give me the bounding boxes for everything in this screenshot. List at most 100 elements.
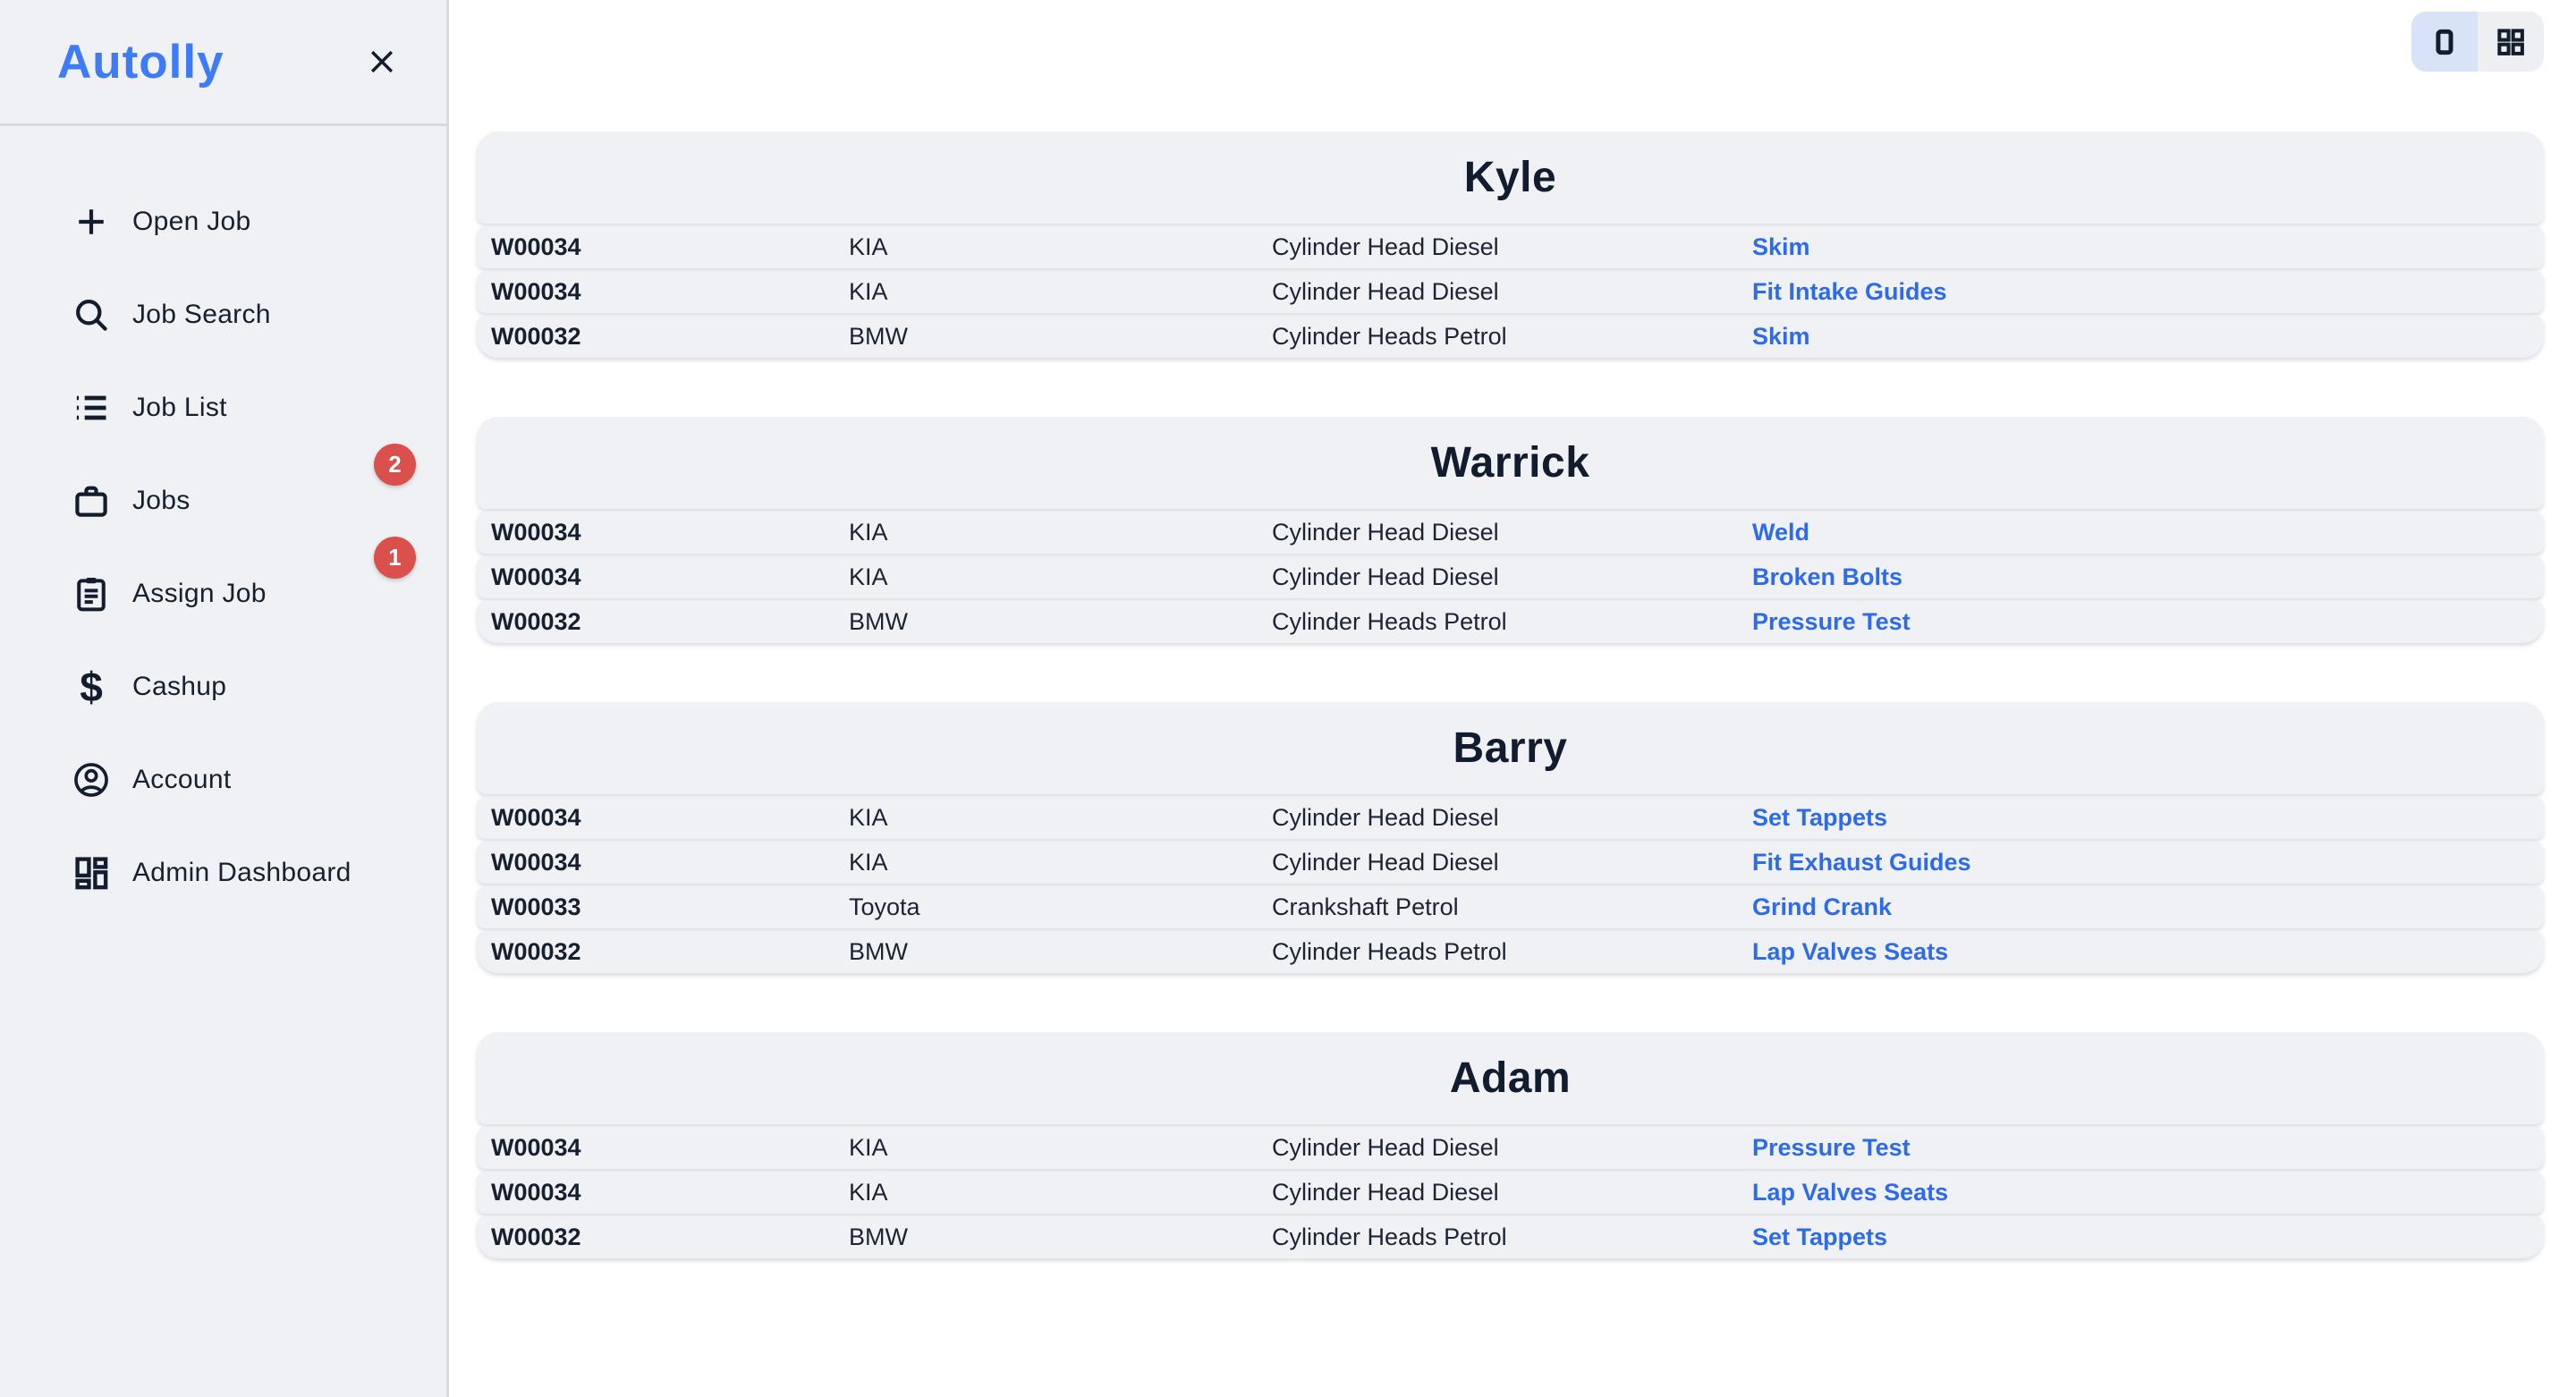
groups: Kyle W00034 KIA Cylinder Head Diesel Ski… bbox=[477, 131, 2544, 1258]
part-cell: Cylinder Head Diesel bbox=[1272, 563, 1499, 590]
job-number-cell: W00034 bbox=[491, 278, 581, 305]
make-cell: BMW bbox=[849, 323, 908, 350]
job-number-cell: W00034 bbox=[491, 1134, 581, 1161]
part-cell: Cylinder Head Diesel bbox=[1272, 849, 1499, 876]
task-link[interactable]: Pressure Test bbox=[1752, 608, 1911, 635]
sidebar-item-label: Cashup bbox=[132, 672, 227, 701]
task-link[interactable]: Lap Valves Seats bbox=[1752, 938, 1949, 965]
sidebar-item-admin-dashboard[interactable]: Admin Dashboard bbox=[0, 826, 446, 919]
list-icon bbox=[72, 388, 111, 428]
part-cell: Cylinder Head Diesel bbox=[1272, 804, 1499, 831]
sidebar-item-label: Jobs bbox=[132, 486, 191, 515]
group-rows: W00034 KIA Cylinder Head Diesel Skim W00… bbox=[477, 226, 2544, 358]
sidebar-header: Autolly bbox=[0, 0, 446, 126]
card-header: Kyle bbox=[477, 131, 2544, 224]
job-number-cell: W00033 bbox=[491, 893, 581, 920]
make-cell: Toyota bbox=[849, 893, 920, 920]
task-link[interactable]: Pressure Test bbox=[1752, 1134, 1911, 1161]
make-cell: BMW bbox=[849, 1223, 908, 1250]
sidebar: Autolly Open Job bbox=[0, 0, 449, 1397]
card-header: Warrick bbox=[477, 417, 2544, 509]
group-title: Barry bbox=[1453, 724, 1568, 772]
part-cell: Cylinder Head Diesel bbox=[1272, 278, 1499, 305]
task-link[interactable]: Grind Crank bbox=[1752, 893, 1893, 920]
make-cell: BMW bbox=[849, 938, 908, 965]
part-cell: Cylinder Head Diesel bbox=[1272, 1134, 1499, 1161]
table-row: W00034 KIA Cylinder Head Diesel Weld bbox=[477, 512, 2544, 554]
close-icon bbox=[364, 44, 400, 80]
job-number-cell: W00034 bbox=[491, 519, 581, 546]
sidebar-item-job-search[interactable]: Job Search bbox=[0, 268, 446, 361]
table-row: W00034 KIA Cylinder Head Diesel Broken B… bbox=[477, 556, 2544, 598]
sidebar-item-assign-job[interactable]: 1 Assign Job bbox=[0, 537, 446, 640]
part-cell: Cylinder Head Diesel bbox=[1272, 519, 1499, 546]
make-cell: KIA bbox=[849, 519, 888, 546]
sidebar-item-cashup[interactable]: $ Cashup bbox=[0, 640, 446, 733]
job-number-cell: W00034 bbox=[491, 804, 581, 831]
task-link[interactable]: Fit Exhaust Guides bbox=[1752, 849, 1971, 876]
make-cell: KIA bbox=[849, 1134, 888, 1161]
table-row: W00034 KIA Cylinder Head Diesel Set Tapp… bbox=[477, 797, 2544, 839]
table-row: W00034 KIA Cylinder Head Diesel Fit Exha… bbox=[477, 842, 2544, 884]
sidebar-item-label: Assign Job bbox=[132, 579, 267, 608]
part-cell: Crankshaft Petrol bbox=[1272, 893, 1459, 920]
single-view-button[interactable] bbox=[2411, 12, 2478, 72]
search-icon bbox=[72, 295, 111, 334]
view-toolbar bbox=[477, 12, 2544, 72]
part-cell: Cylinder Heads Petrol bbox=[1272, 323, 1507, 350]
make-cell: KIA bbox=[849, 233, 888, 260]
part-cell: Cylinder Heads Petrol bbox=[1272, 608, 1507, 635]
part-cell: Cylinder Head Diesel bbox=[1272, 233, 1499, 260]
table-row: W00034 KIA Cylinder Head Diesel Skim bbox=[477, 226, 2544, 268]
task-link[interactable]: Lap Valves Seats bbox=[1752, 1179, 1949, 1206]
sidebar-item-job-list[interactable]: Job List bbox=[0, 361, 446, 454]
briefcase-icon bbox=[72, 481, 111, 521]
grid-view-button[interactable] bbox=[2478, 12, 2544, 72]
task-link[interactable]: Skim bbox=[1752, 233, 1810, 260]
sidebar-item-account[interactable]: Account bbox=[0, 733, 446, 826]
task-link[interactable]: Set Tappets bbox=[1752, 1223, 1888, 1250]
sidebar-item-label: Open Job bbox=[132, 207, 251, 236]
sidebar-item-open-job[interactable]: Open Job bbox=[0, 175, 446, 268]
job-number-cell: W00032 bbox=[491, 938, 581, 965]
table-row: W00034 KIA Cylinder Head Diesel Lap Valv… bbox=[477, 1172, 2544, 1214]
close-sidebar-button[interactable] bbox=[364, 44, 400, 80]
card-header: Adam bbox=[477, 1032, 2544, 1124]
technician-card: Barry W00034 KIA Cylinder Head Diesel Se… bbox=[477, 702, 2544, 973]
make-cell: KIA bbox=[849, 849, 888, 876]
table-row: W00034 KIA Cylinder Head Diesel Fit Inta… bbox=[477, 271, 2544, 313]
sidebar-item-jobs[interactable]: 2 Jobs bbox=[0, 444, 446, 547]
task-link[interactable]: Fit Intake Guides bbox=[1752, 278, 1947, 305]
sidebar-item-label: Job Search bbox=[132, 300, 271, 329]
job-number-cell: W00034 bbox=[491, 563, 581, 590]
grid-view-icon bbox=[2495, 26, 2527, 58]
account-icon bbox=[72, 760, 111, 800]
single-view-icon bbox=[2428, 26, 2461, 58]
dashboard-icon bbox=[72, 853, 111, 893]
clipboard-icon bbox=[72, 574, 111, 614]
make-cell: KIA bbox=[849, 278, 888, 305]
sidebar-nav: Open Job Job Search Job List 2 bbox=[0, 126, 446, 919]
make-cell: KIA bbox=[849, 1179, 888, 1206]
job-number-cell: W00034 bbox=[491, 1179, 581, 1206]
table-row: W00032 BMW Cylinder Heads Petrol Set Tap… bbox=[477, 1216, 2544, 1258]
sidebar-item-label: Job List bbox=[132, 393, 227, 422]
sidebar-item-label: Account bbox=[132, 765, 232, 794]
view-toggle bbox=[2411, 12, 2544, 72]
group-rows: W00034 KIA Cylinder Head Diesel Weld W00… bbox=[477, 512, 2544, 643]
group-rows: W00034 KIA Cylinder Head Diesel Pressure… bbox=[477, 1127, 2544, 1258]
assign-job-badge: 1 bbox=[374, 537, 416, 579]
app-logo: Autolly bbox=[57, 35, 225, 89]
table-row: W00033 Toyota Crankshaft Petrol Grind Cr… bbox=[477, 886, 2544, 928]
task-link[interactable]: Skim bbox=[1752, 323, 1810, 350]
technician-card: Kyle W00034 KIA Cylinder Head Diesel Ski… bbox=[477, 131, 2544, 358]
table-row: W00034 KIA Cylinder Head Diesel Pressure… bbox=[477, 1127, 2544, 1169]
task-link[interactable]: Weld bbox=[1752, 519, 1810, 546]
job-number-cell: W00032 bbox=[491, 1223, 581, 1250]
job-number-cell: W00032 bbox=[491, 608, 581, 635]
part-cell: Cylinder Heads Petrol bbox=[1272, 938, 1507, 965]
technician-card: Warrick W00034 KIA Cylinder Head Diesel … bbox=[477, 417, 2544, 643]
task-link[interactable]: Set Tappets bbox=[1752, 804, 1888, 831]
task-link[interactable]: Broken Bolts bbox=[1752, 563, 1903, 590]
technician-card: Adam W00034 KIA Cylinder Head Diesel Pre… bbox=[477, 1032, 2544, 1258]
